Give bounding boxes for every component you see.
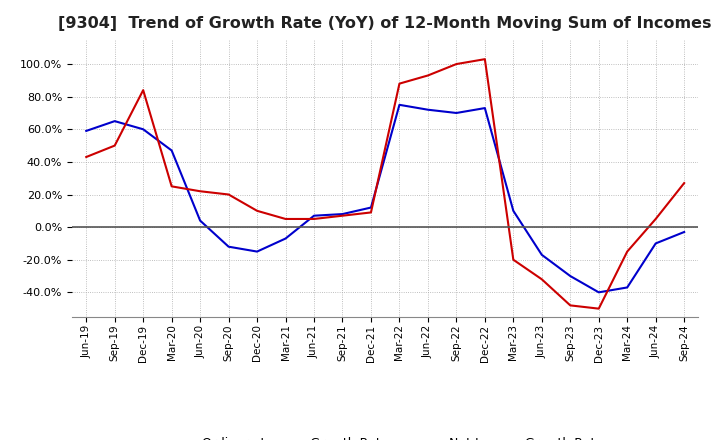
Net Income Growth Rate (509, 257, 518, 262)
Net Income Growth Rate (423, 73, 432, 78)
Net Income Growth Rate (225, 192, 233, 197)
Ordinary Income Growth Rate (253, 249, 261, 254)
Net Income Growth Rate (282, 216, 290, 222)
Ordinary Income Growth Rate (452, 110, 461, 116)
Net Income Growth Rate (566, 303, 575, 308)
Net Income Growth Rate (366, 210, 375, 215)
Ordinary Income Growth Rate (509, 208, 518, 213)
Ordinary Income Growth Rate (310, 213, 318, 218)
Net Income Growth Rate (139, 88, 148, 93)
Net Income Growth Rate (167, 184, 176, 189)
Net Income Growth Rate (196, 189, 204, 194)
Ordinary Income Growth Rate (480, 106, 489, 111)
Ordinary Income Growth Rate (623, 285, 631, 290)
Net Income Growth Rate (452, 62, 461, 67)
Net Income Growth Rate (82, 154, 91, 160)
Net Income Growth Rate (395, 81, 404, 86)
Net Income Growth Rate (680, 180, 688, 186)
Ordinary Income Growth Rate (566, 273, 575, 279)
Net Income Growth Rate (623, 249, 631, 254)
Ordinary Income Growth Rate (652, 241, 660, 246)
Line: Net Income Growth Rate: Net Income Growth Rate (86, 59, 684, 308)
Ordinary Income Growth Rate (338, 212, 347, 217)
Net Income Growth Rate (652, 216, 660, 222)
Ordinary Income Growth Rate (110, 118, 119, 124)
Legend: Ordinary Income Growth Rate, Net Income Growth Rate: Ordinary Income Growth Rate, Net Income … (163, 432, 608, 440)
Ordinary Income Growth Rate (82, 128, 91, 134)
Ordinary Income Growth Rate (139, 127, 148, 132)
Ordinary Income Growth Rate (196, 218, 204, 223)
Ordinary Income Growth Rate (225, 244, 233, 249)
Ordinary Income Growth Rate (423, 107, 432, 112)
Net Income Growth Rate (537, 277, 546, 282)
Ordinary Income Growth Rate (282, 236, 290, 241)
Net Income Growth Rate (338, 213, 347, 218)
Ordinary Income Growth Rate (595, 290, 603, 295)
Ordinary Income Growth Rate (366, 205, 375, 210)
Net Income Growth Rate (480, 56, 489, 62)
Ordinary Income Growth Rate (395, 102, 404, 107)
Net Income Growth Rate (595, 306, 603, 311)
Ordinary Income Growth Rate (680, 229, 688, 235)
Net Income Growth Rate (310, 216, 318, 222)
Line: Ordinary Income Growth Rate: Ordinary Income Growth Rate (86, 105, 684, 292)
Ordinary Income Growth Rate (167, 148, 176, 153)
Net Income Growth Rate (110, 143, 119, 148)
Ordinary Income Growth Rate (537, 252, 546, 257)
Title: [9304]  Trend of Growth Rate (YoY) of 12-Month Moving Sum of Incomes: [9304] Trend of Growth Rate (YoY) of 12-… (58, 16, 712, 32)
Net Income Growth Rate (253, 208, 261, 213)
